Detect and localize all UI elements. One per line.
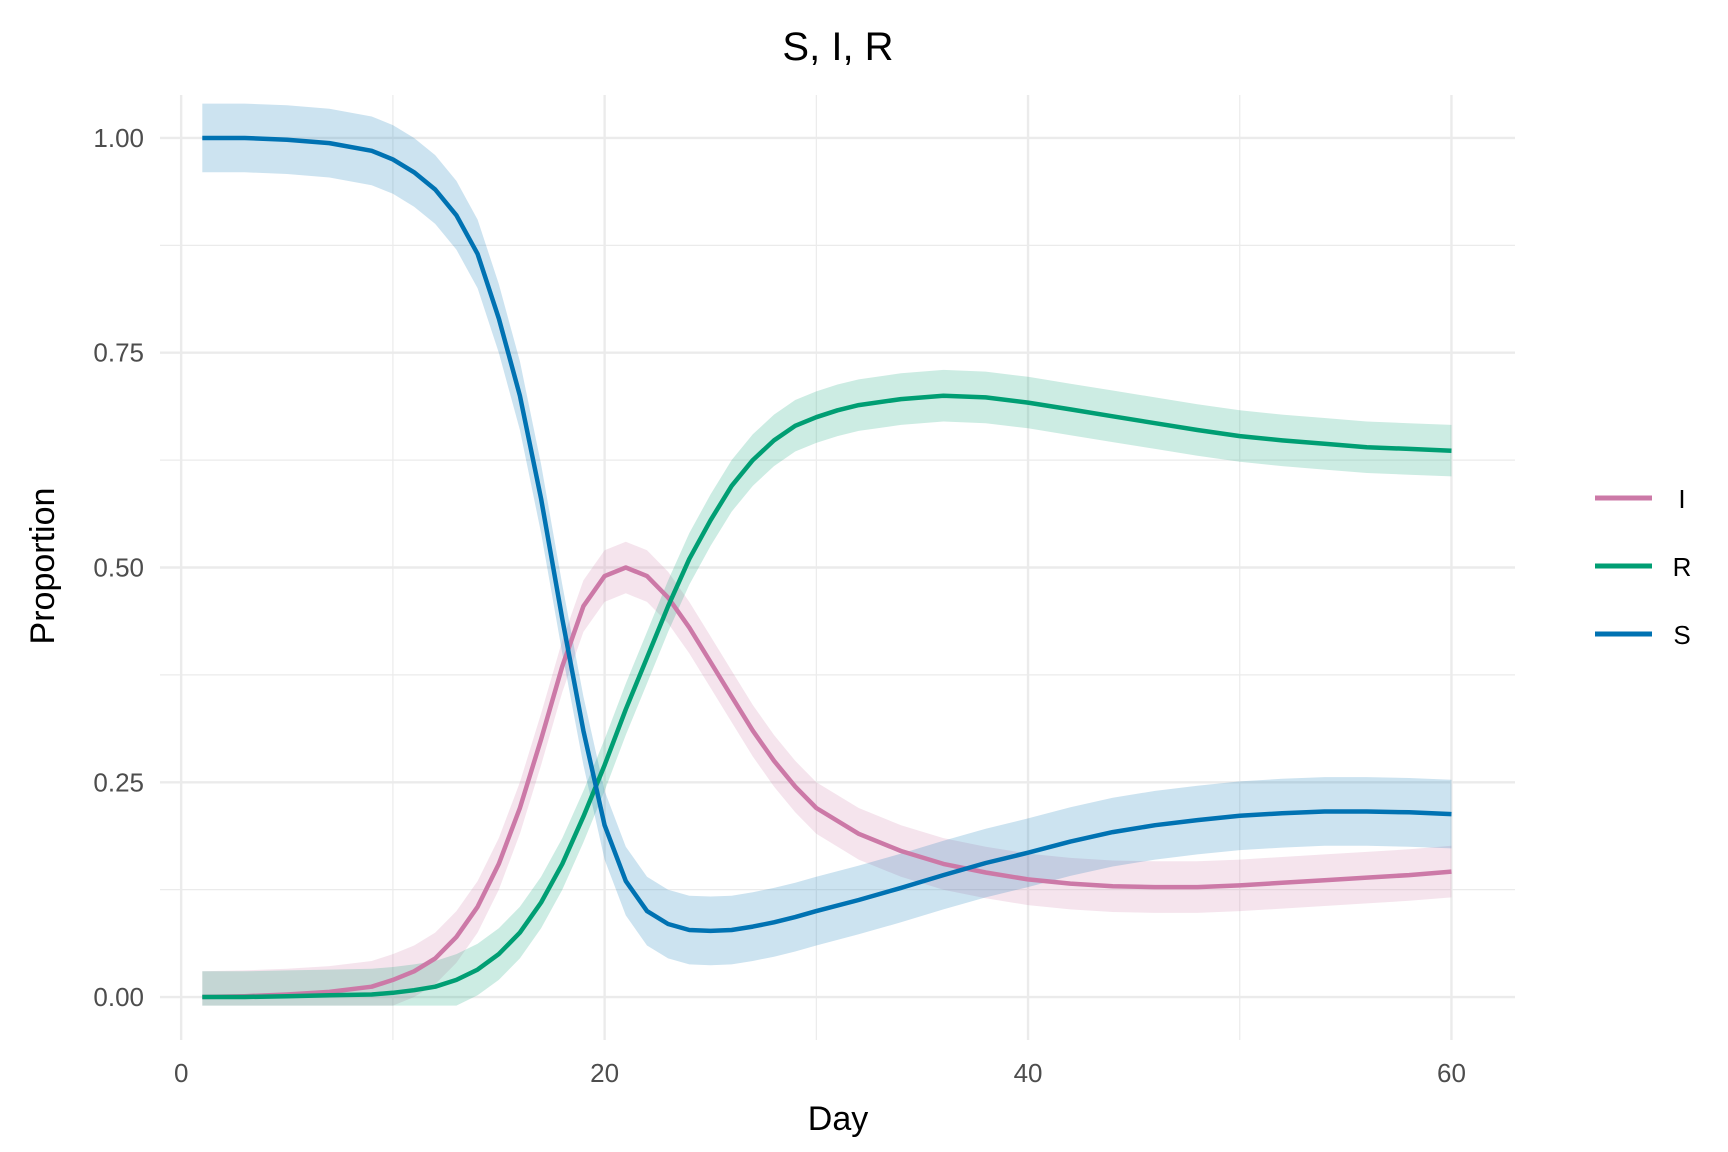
y-tick-label: 1.00	[93, 123, 144, 153]
y-axis-title: Proportion	[24, 488, 62, 645]
legend-label-S: S	[1673, 620, 1690, 650]
x-tick-label: 40	[1014, 1058, 1043, 1088]
grid	[160, 95, 1515, 1040]
band-R	[202, 369, 1452, 1006]
x-tick-label: 60	[1437, 1058, 1466, 1088]
confidence-bands	[202, 103, 1452, 1006]
legend: I R S	[1595, 484, 1691, 650]
y-tick-label: 0.75	[93, 338, 144, 368]
legend-label-R: R	[1673, 552, 1692, 582]
series-lines	[202, 135, 1452, 1000]
series-line-S	[202, 135, 1452, 934]
x-axis-title: Day	[808, 1100, 868, 1138]
legend-label-I: I	[1678, 484, 1685, 514]
x-tick-label: 0	[174, 1058, 188, 1088]
chart-title: S, I, R	[782, 25, 893, 69]
tick-labels: 0 20 40 60 0.00 0.25 0.50 0.75 1.00	[93, 123, 1466, 1088]
y-tick-label: 0.25	[93, 767, 144, 797]
y-tick-label: 0.50	[93, 553, 144, 583]
band-I	[202, 541, 1452, 1006]
series-line-I	[202, 565, 1452, 1000]
series-line-R	[202, 393, 1452, 1000]
y-tick-label: 0.00	[93, 982, 144, 1012]
x-tick-label: 20	[590, 1058, 619, 1088]
